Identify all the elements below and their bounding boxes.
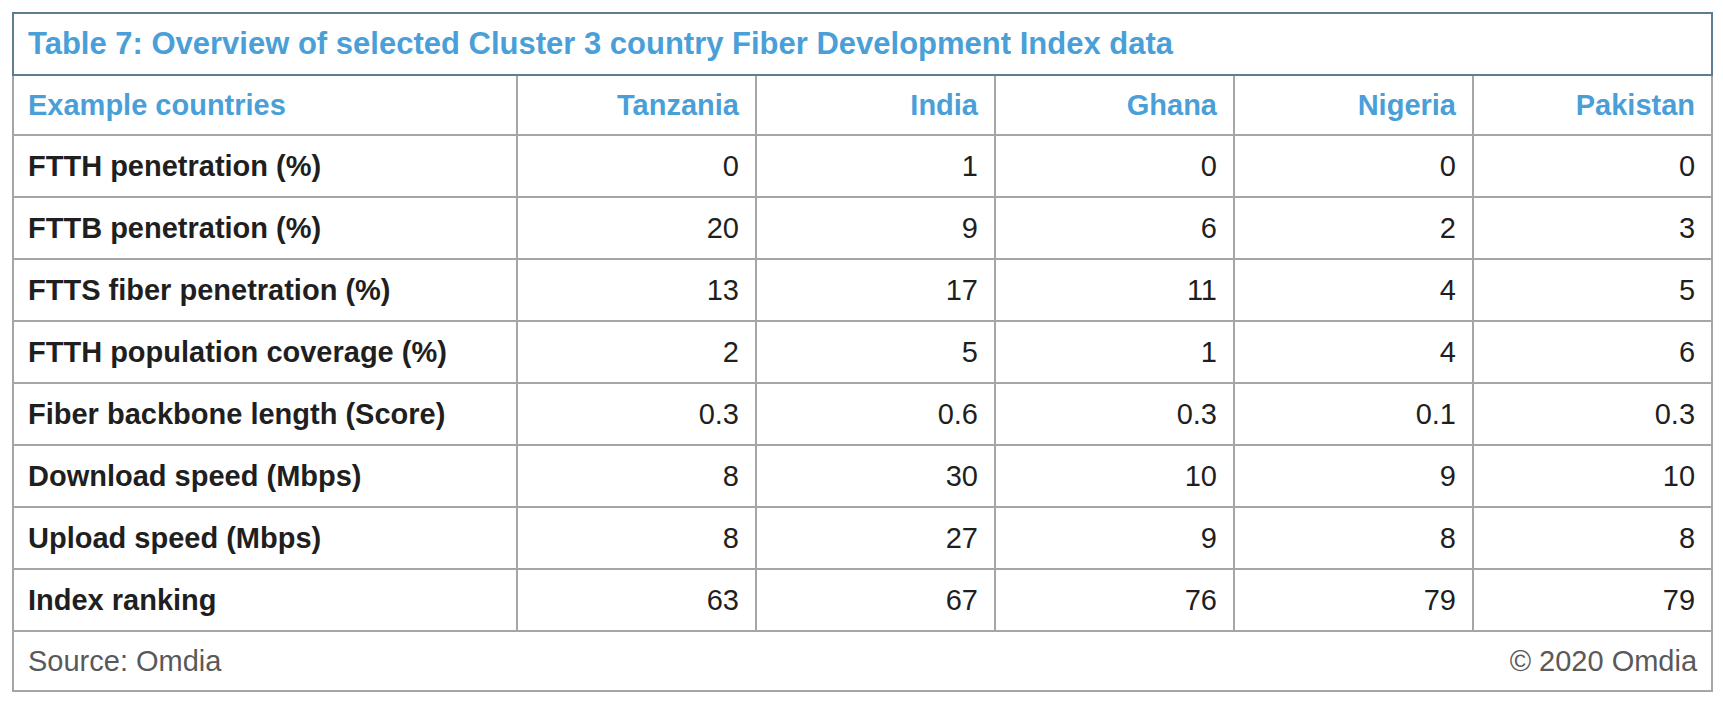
cell-value: 0 <box>1473 135 1712 197</box>
row-label: Index ranking <box>13 569 517 631</box>
row-label: FTTB penetration (%) <box>13 197 517 259</box>
cell-value: 30 <box>756 445 995 507</box>
cell-value: 0 <box>517 135 756 197</box>
cell-value: 2 <box>1234 197 1473 259</box>
cell-value: 3 <box>1473 197 1712 259</box>
cell-value: 76 <box>995 569 1234 631</box>
cell-value: 8 <box>517 445 756 507</box>
table-footer-row: Source: Omdia © 2020 Omdia <box>13 631 1712 691</box>
column-header-ghana: Ghana <box>995 75 1234 135</box>
cell-value: 1 <box>756 135 995 197</box>
cell-value: 10 <box>995 445 1234 507</box>
cell-value: 8 <box>517 507 756 569</box>
cell-value: 8 <box>1234 507 1473 569</box>
row-label: FTTH penetration (%) <box>13 135 517 197</box>
cell-value: 79 <box>1473 569 1712 631</box>
column-header-tanzania: Tanzania <box>517 75 756 135</box>
row-label: Upload speed (Mbps) <box>13 507 517 569</box>
column-header-nigeria: Nigeria <box>1234 75 1473 135</box>
cell-value: 0.6 <box>756 383 995 445</box>
cell-value: 1 <box>995 321 1234 383</box>
cell-value: 0 <box>1234 135 1473 197</box>
cell-value: 6 <box>1473 321 1712 383</box>
column-header-pakistan: Pakistan <box>1473 75 1712 135</box>
cell-value: 2 <box>517 321 756 383</box>
table-title-row: Table 7: Overview of selected Cluster 3 … <box>13 13 1712 75</box>
table-row-ftth-penetration: FTTH penetration (%) 0 1 0 0 0 <box>13 135 1712 197</box>
cell-value: 0.3 <box>995 383 1234 445</box>
cell-value: 9 <box>1234 445 1473 507</box>
cell-value: 20 <box>517 197 756 259</box>
cell-value: 10 <box>1473 445 1712 507</box>
copyright-note: © 2020 Omdia <box>1510 645 1697 678</box>
cell-value: 67 <box>756 569 995 631</box>
cell-value: 9 <box>995 507 1234 569</box>
cell-value: 17 <box>756 259 995 321</box>
source-note: Source: Omdia <box>28 645 221 678</box>
table-row-fiber-backbone-length: Fiber backbone length (Score) 0.3 0.6 0.… <box>13 383 1712 445</box>
report-page: Table 7: Overview of selected Cluster 3 … <box>0 0 1723 702</box>
table-row-ftth-population-coverage: FTTH population coverage (%) 2 5 1 4 6 <box>13 321 1712 383</box>
cell-value: 6 <box>995 197 1234 259</box>
table-footer-cell: Source: Omdia © 2020 Omdia <box>13 631 1712 691</box>
cell-value: 0 <box>995 135 1234 197</box>
row-label: FTTS fiber penetration (%) <box>13 259 517 321</box>
cell-value: 5 <box>756 321 995 383</box>
table-row-download-speed: Download speed (Mbps) 8 30 10 9 10 <box>13 445 1712 507</box>
cell-value: 5 <box>1473 259 1712 321</box>
table-row-fttb-penetration: FTTB penetration (%) 20 9 6 2 3 <box>13 197 1712 259</box>
cell-value: 63 <box>517 569 756 631</box>
cell-value: 79 <box>1234 569 1473 631</box>
cell-value: 0.3 <box>517 383 756 445</box>
cell-value: 13 <box>517 259 756 321</box>
row-label: Download speed (Mbps) <box>13 445 517 507</box>
cell-value: 9 <box>756 197 995 259</box>
cell-value: 0.1 <box>1234 383 1473 445</box>
cell-value: 8 <box>1473 507 1712 569</box>
cell-value: 4 <box>1234 321 1473 383</box>
table-title: Table 7: Overview of selected Cluster 3 … <box>13 13 1712 75</box>
cell-value: 0.3 <box>1473 383 1712 445</box>
row-label: FTTH population coverage (%) <box>13 321 517 383</box>
row-label: Fiber backbone length (Score) <box>13 383 517 445</box>
column-header-example-countries: Example countries <box>13 75 517 135</box>
column-header-india: India <box>756 75 995 135</box>
cell-value: 11 <box>995 259 1234 321</box>
table-row-upload-speed: Upload speed (Mbps) 8 27 9 8 8 <box>13 507 1712 569</box>
cell-value: 27 <box>756 507 995 569</box>
table-row-index-ranking: Index ranking 63 67 76 79 79 <box>13 569 1712 631</box>
cell-value: 4 <box>1234 259 1473 321</box>
table-footer: Source: Omdia © 2020 Omdia <box>28 645 1697 678</box>
table-row-ftts-fiber-penetration: FTTS fiber penetration (%) 13 17 11 4 5 <box>13 259 1712 321</box>
table-header-row: Example countries Tanzania India Ghana N… <box>13 75 1712 135</box>
fiber-development-index-table: Table 7: Overview of selected Cluster 3 … <box>12 12 1713 692</box>
